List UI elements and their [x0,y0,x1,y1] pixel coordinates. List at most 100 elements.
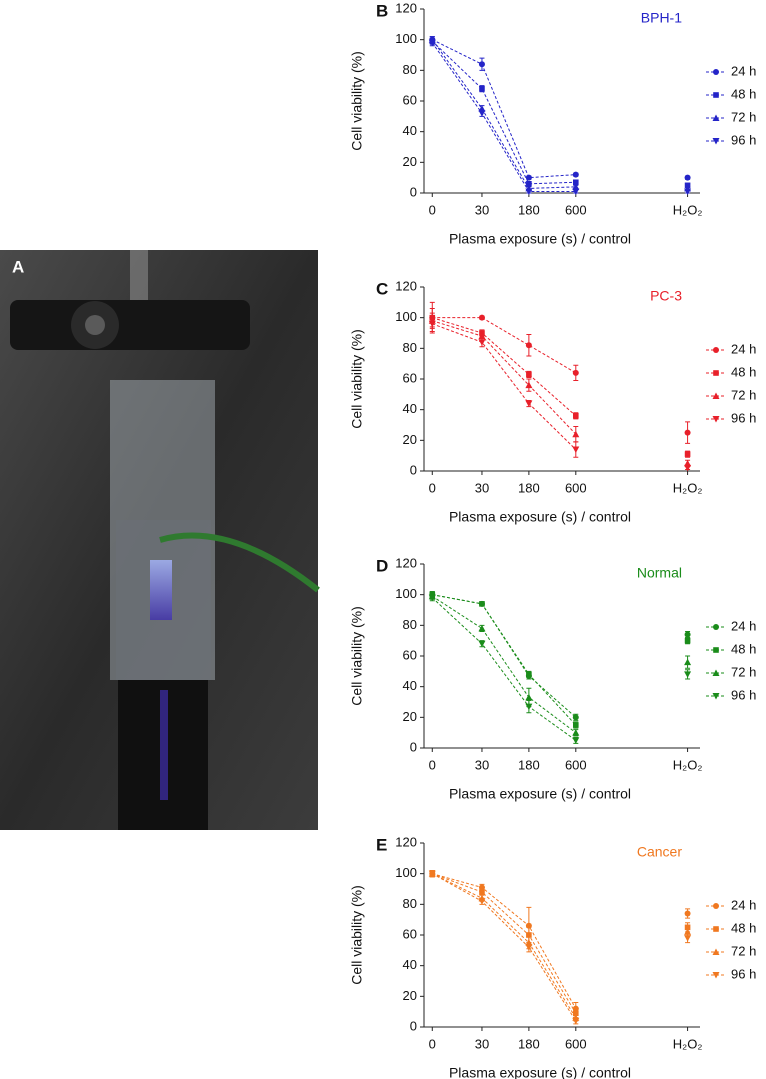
legend-label: 72 h [731,664,756,679]
marker [572,188,580,195]
y-tick-label: 0 [410,462,417,477]
legend-label: 48 h [731,86,756,101]
panel-label: D [376,556,388,575]
marker [713,69,719,75]
marker [573,413,579,419]
marker [684,188,692,195]
chart-title: Cancer [637,844,682,860]
x-tick-label: 0 [429,1036,436,1051]
marker [684,451,691,457]
marker [572,183,580,190]
marker [713,903,719,909]
x-tick-label: 30 [475,1036,489,1051]
x-tick-label: H₂O₂ [673,480,703,495]
x-tick-label: 180 [518,757,540,772]
marker [478,624,486,632]
x-tick-label: 30 [475,202,489,217]
marker [526,671,532,678]
marker [713,647,719,653]
panel-label: C [376,279,388,298]
x-tick-label: H₂O₂ [673,1036,703,1051]
marker [684,174,691,181]
y-tick-label: 0 [410,184,417,199]
marker [525,188,533,195]
x-tick-label: 600 [565,202,587,217]
x-tick-label: 0 [429,757,436,772]
marker [712,114,720,121]
legend-label: 24 h [731,618,756,633]
x-tick-label: 180 [518,1036,540,1051]
x-tick-label: 0 [429,202,436,217]
y-axis-label: Cell viability (%) [349,885,365,985]
marker [572,729,580,736]
marker [572,369,579,376]
x-tick-label: H₂O₂ [673,202,703,217]
panel-label: E [376,835,387,854]
series-line [432,873,577,1014]
marker [525,174,532,181]
marker [479,601,485,607]
marker [479,889,485,895]
legend-label: 96 h [731,410,756,425]
marker [478,898,486,905]
x-tick-label: 30 [475,480,489,495]
photo: A [0,250,320,830]
x-axis-label: Plasma exposure (s) / control [449,786,631,802]
legend-label: 48 h [731,364,756,379]
series-line [432,320,577,435]
legend-label: 72 h [731,109,756,124]
x-tick-label: 600 [565,1036,587,1051]
marker [572,446,580,454]
marker [713,624,719,630]
marker [712,972,720,979]
x-axis-label: Plasma exposure (s) / control [449,1065,631,1079]
marker [525,400,533,408]
x-tick-label: H₂O₂ [673,757,703,772]
series-line [432,594,577,718]
marker [684,671,692,678]
y-tick-label: 80 [403,617,417,632]
y-tick-label: 120 [395,278,417,293]
y-tick-label: 20 [403,154,417,169]
series-line [432,323,577,450]
marker [428,320,436,328]
y-tick-label: 40 [403,401,417,416]
panel-label: B [376,1,388,20]
marker [684,459,692,467]
marker [684,910,691,917]
x-tick-label: 0 [429,480,436,495]
marker [684,658,692,666]
x-axis-label: Plasma exposure (s) / control [449,509,631,525]
y-tick-label: 20 [403,709,417,724]
marker [573,722,579,728]
chart-title: BPH-1 [641,10,682,26]
y-tick-label: 40 [403,678,417,693]
marker [684,429,691,436]
legend-label: 96 h [731,132,756,147]
marker [712,392,720,399]
marker [478,640,486,648]
x-tick-label: 30 [475,757,489,772]
marker [525,342,532,349]
y-tick-label: 60 [403,926,417,941]
legend-label: 24 h [731,63,756,78]
y-tick-label: 100 [395,309,417,324]
legend-label: 96 h [731,966,756,981]
marker [684,464,692,472]
marker [428,870,436,878]
x-tick-label: 180 [518,202,540,217]
marker [525,693,533,701]
y-tick-label: 60 [403,647,417,662]
marker [479,85,485,92]
y-tick-label: 60 [403,370,417,385]
marker [684,935,692,942]
marker [573,1010,579,1016]
y-tick-label: 20 [403,432,417,447]
marker [712,948,720,955]
marker [526,181,532,187]
y-tick-label: 80 [403,62,417,77]
y-tick-label: 40 [403,123,417,138]
series-line [431,40,576,185]
legend-label: 24 h [731,341,756,356]
